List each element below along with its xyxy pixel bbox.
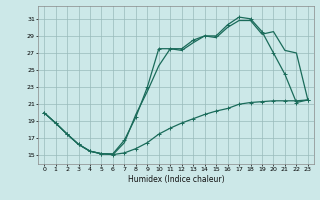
X-axis label: Humidex (Indice chaleur): Humidex (Indice chaleur)	[128, 175, 224, 184]
